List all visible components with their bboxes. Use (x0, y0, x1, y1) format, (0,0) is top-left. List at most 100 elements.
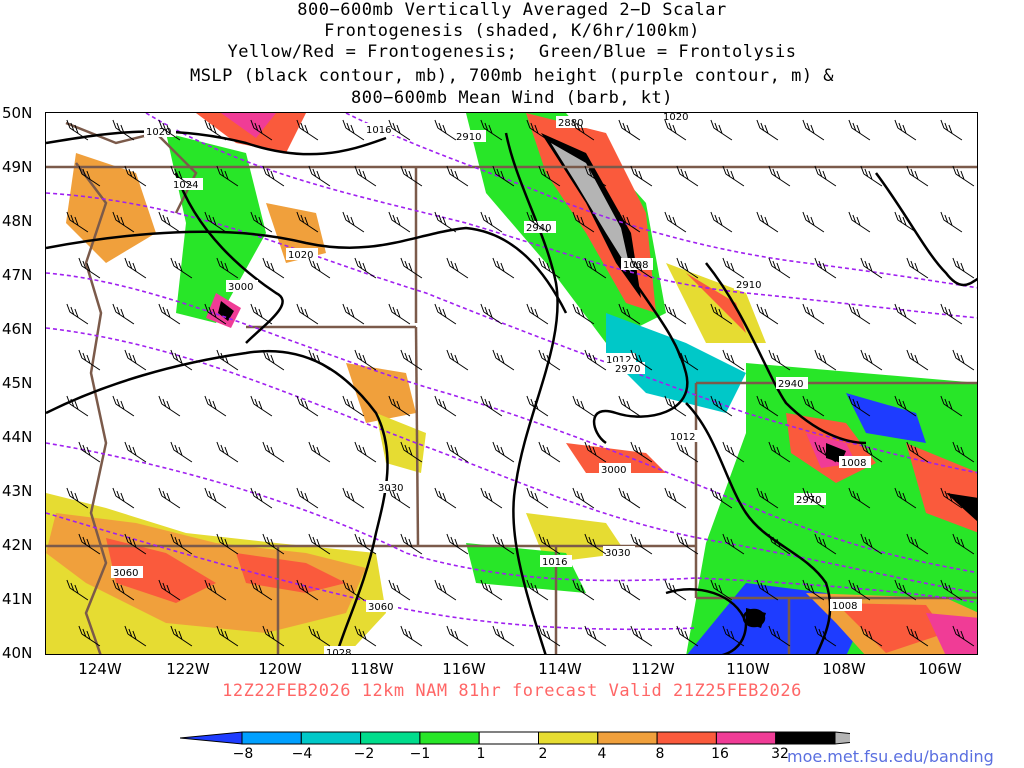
wind-barb (584, 165, 607, 187)
wind-barb (768, 533, 791, 555)
wind-barb (756, 395, 779, 417)
wind-barb (204, 119, 227, 141)
colorbar-label: −4 (291, 746, 313, 762)
lat-label-41n: 41N (2, 590, 33, 608)
wind-barb (940, 487, 963, 509)
wind-barb (170, 533, 193, 555)
wind-barb (814, 625, 837, 647)
wind-barb (124, 625, 147, 647)
lat-label-40n: 40N (2, 644, 33, 662)
wind-barb (480, 395, 503, 417)
wind-barb (710, 211, 733, 233)
lat-label-48n: 48N (2, 212, 33, 230)
lat-label-50n: 50N (2, 104, 33, 122)
wind-barb (250, 119, 273, 141)
wind-barb (756, 303, 779, 325)
wind-barb (262, 349, 285, 371)
wind-barb (262, 533, 285, 555)
wind-barb (250, 579, 273, 601)
wind-barb (768, 625, 791, 647)
height-label: 3000 (601, 465, 626, 476)
height-label: 2910 (736, 280, 761, 291)
wind-barb (940, 211, 963, 233)
wind-barb (618, 119, 641, 141)
wind-barb (630, 625, 653, 647)
wind-barb (434, 119, 457, 141)
wind-barb (112, 395, 135, 417)
colorbar-label: −2 (353, 746, 375, 762)
wind-barb (848, 487, 871, 509)
wind-barb (860, 441, 883, 463)
wind-barb (216, 165, 239, 187)
wind-barb (400, 165, 423, 187)
height-label: 3030 (605, 548, 630, 559)
wind-barb (388, 487, 411, 509)
wind-barb (722, 625, 745, 647)
title-line-5: 800−600mb Mean Wind (barb, kt) (350, 88, 674, 108)
wind-barb (66, 395, 89, 417)
wind-barb (434, 487, 457, 509)
wind-barb (342, 211, 365, 233)
colorbar-cell (300, 731, 362, 745)
wind-barb (710, 303, 733, 325)
wind-barb (538, 625, 561, 647)
wind-barb (906, 257, 929, 279)
mslp-label: 1020 (288, 250, 313, 261)
wind-barb (308, 533, 331, 555)
wind-barb (526, 487, 549, 509)
lon-label-108w: 108W (822, 660, 866, 678)
wind-barb (216, 257, 239, 279)
wind-barb (400, 533, 423, 555)
wind-barb (400, 625, 423, 647)
wind-barb (952, 257, 975, 279)
wind-barb (526, 119, 549, 141)
wind-barb (802, 303, 825, 325)
wind-barb (952, 165, 975, 187)
wind-barb (124, 441, 147, 463)
wind-barb (388, 395, 411, 417)
wind-barb (78, 349, 101, 371)
wind-barb (722, 349, 745, 371)
credit-url[interactable]: moe.met.fsu.edu/banding (787, 747, 994, 766)
wind-barb (250, 487, 273, 509)
title-line-4: MSLP (black contour, mb), 700mb height (… (189, 66, 835, 86)
height-label: 2880 (558, 118, 583, 129)
mslp-label: 1020 (146, 127, 171, 138)
colorbar-cell (715, 731, 777, 745)
wind-barb (296, 303, 319, 325)
wind-barb (894, 211, 917, 233)
wind-barb (664, 395, 687, 417)
colorbar-cell (360, 731, 421, 745)
wind-barb (400, 257, 423, 279)
wind-barb (676, 349, 699, 371)
wind-barb (308, 165, 331, 187)
wind-barb (66, 211, 89, 233)
wind-barb (170, 349, 193, 371)
wind-barb (814, 441, 837, 463)
colorbar-label: 8 (655, 746, 665, 762)
wind-barb (538, 441, 561, 463)
mslp-label: 1020 (663, 113, 688, 123)
wind-barb (676, 625, 699, 647)
wind-barb (906, 349, 929, 371)
wind-barb (848, 211, 871, 233)
wind-barb (894, 119, 917, 141)
mslp-label: 1016 (366, 125, 391, 136)
wind-barb (894, 487, 917, 509)
wind-barb (308, 625, 331, 647)
wind-barb (768, 165, 791, 187)
wind-barb (618, 303, 641, 325)
wind-barb (342, 303, 365, 325)
wind-barb (492, 257, 515, 279)
wind-barb (618, 395, 641, 417)
wind-barb (538, 257, 561, 279)
wind-barb (78, 441, 101, 463)
wind-barb (250, 303, 273, 325)
wind-barb (584, 441, 607, 463)
wind-barb (388, 211, 411, 233)
lat-label-49n: 49N (2, 158, 33, 176)
wind-barb (526, 303, 549, 325)
wind-barb (906, 533, 929, 555)
wind-barb (112, 579, 135, 601)
lon-label-110w: 110W (726, 660, 770, 678)
